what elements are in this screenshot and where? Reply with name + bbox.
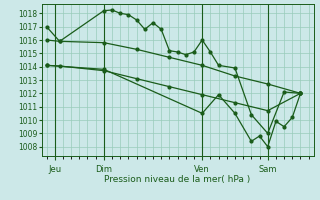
X-axis label: Pression niveau de la mer( hPa ): Pression niveau de la mer( hPa ): [104, 175, 251, 184]
